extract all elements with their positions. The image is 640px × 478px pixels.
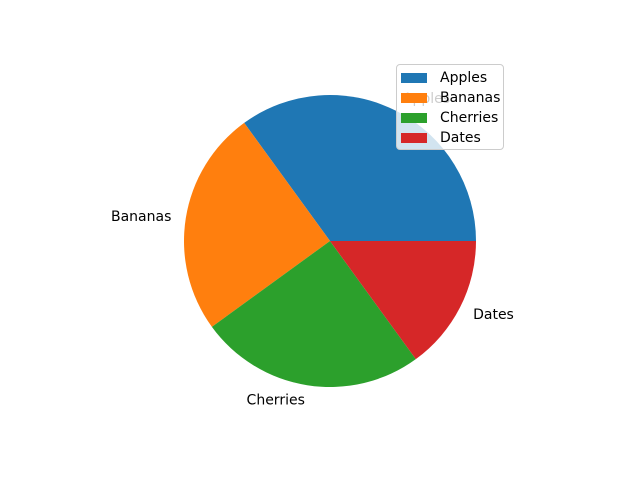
legend-label-dates: Dates [440,130,481,146]
legend-item-cherries: Cherries [401,108,500,128]
legend: Apples Bananas Cherries Dates [396,64,504,150]
legend-swatch-bananas [401,93,427,103]
pie-slice-bananas [183,122,330,327]
pie-label-dates: Dates [473,307,514,323]
legend-item-dates: Dates [401,128,500,148]
pie-slice-cherries [211,241,416,387]
legend-swatch-apples [401,73,427,83]
legend-swatch-cherries [401,113,427,123]
legend-item-apples: Apples [401,68,500,88]
pie-slice-dates [330,241,476,360]
legend-item-bananas: Bananas [401,88,500,108]
legend-label-bananas: Bananas [440,90,501,106]
legend-label-cherries: Cherries [440,110,499,126]
pie-label-cherries: Cherries [247,393,305,409]
pie-label-bananas: Bananas [111,209,171,225]
legend-swatch-dates [401,133,427,143]
legend-label-apples: Apples [440,70,488,86]
